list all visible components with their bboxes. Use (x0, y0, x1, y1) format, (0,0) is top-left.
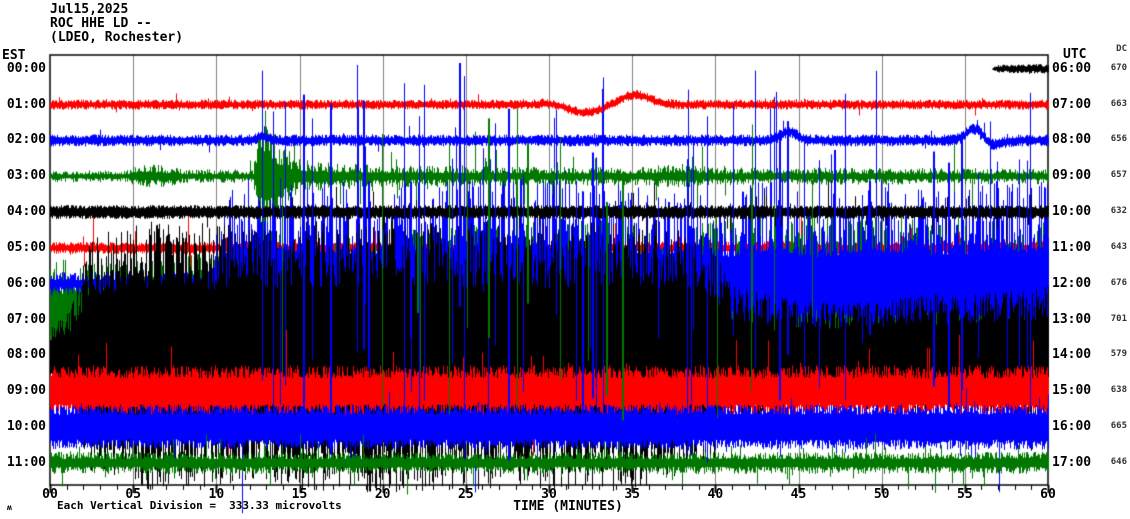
x-tick-label: 30 (541, 487, 557, 502)
left-time-label: 08:00 (6, 347, 46, 363)
right-time-label: 10:00 (1052, 204, 1092, 220)
scale-note: Each Vertical Division = 333.33 microvol… (57, 499, 342, 512)
left-time-label: 10:00 (6, 419, 46, 435)
right-time-label: 17:00 (1052, 454, 1092, 470)
x-tick-label: 10 (208, 487, 225, 502)
right-time-label: 07:00 (1052, 96, 1092, 112)
x-tick-label: 50 (873, 487, 890, 502)
x-tick-label: 55 (957, 487, 973, 502)
dc-value: 579 (1110, 349, 1127, 360)
left-time-label: 03:00 (6, 168, 46, 184)
right-axis-header: UTC (1063, 47, 1087, 62)
x-tick-label: 35 (624, 487, 640, 502)
left-time-label: 07:00 (6, 311, 46, 327)
x-tick-label: 45 (790, 487, 807, 502)
right-time-label: 11:00 (1052, 239, 1092, 255)
dc-value: 670 (1110, 62, 1127, 73)
left-time-label: 05:00 (6, 239, 46, 255)
right-time-label: 15:00 (1052, 383, 1092, 399)
x-tick-label: 05 (125, 487, 141, 502)
x-tick-label: 40 (707, 487, 724, 502)
network-line: (LDEO, Rochester) (50, 30, 184, 45)
dc-value: 701 (1110, 313, 1127, 324)
left-time-label: 09:00 (6, 383, 46, 399)
right-time-label: 12:00 (1052, 275, 1092, 291)
x-tick-label: 00 (42, 487, 58, 502)
right-time-label: 13:00 (1052, 311, 1092, 327)
right-time-label: 08:00 (1052, 132, 1092, 148)
corner-mark: ʍ (7, 503, 12, 512)
left-time-label: 11:00 (6, 454, 46, 470)
x-tick-label: 25 (458, 487, 474, 502)
dc-value: 665 (1110, 421, 1127, 432)
dc-value: 632 (1110, 206, 1127, 217)
dc-value: 643 (1110, 241, 1127, 252)
right-time-label: 06:00 (1052, 60, 1092, 76)
dc-column-header: DC (1116, 44, 1127, 54)
x-tick-label: 20 (374, 487, 391, 502)
dc-value: 638 (1110, 385, 1127, 396)
dc-value: 663 (1110, 98, 1127, 109)
left-time-label: 06:00 (6, 275, 46, 291)
dc-value: 646 (1110, 456, 1127, 467)
station-line: ROC HHE LD -- (50, 16, 152, 31)
right-time-label: 14:00 (1052, 347, 1092, 363)
left-time-label: 02:00 (6, 132, 46, 148)
left-time-label: 04:00 (6, 204, 46, 220)
x-tick-label: 60 (1040, 487, 1056, 502)
left-time-label: 01:00 (6, 96, 46, 112)
x-tick-label: 15 (291, 487, 308, 502)
page-title: Jul15,2025 ROC HHE LD -- (LDEO, Rocheste… (50, 3, 183, 45)
x-axis-title: TIME (MINUTES) (513, 499, 623, 514)
date-line: Jul15,2025 (50, 2, 129, 17)
left-axis-header: EST (2, 48, 26, 63)
dc-value: 676 (1110, 277, 1127, 288)
right-time-label: 16:00 (1052, 419, 1092, 435)
dc-value: 656 (1110, 134, 1127, 145)
right-time-label: 09:00 (1052, 168, 1092, 184)
left-time-label: 00:00 (6, 60, 46, 76)
dc-value: 657 (1110, 170, 1127, 181)
